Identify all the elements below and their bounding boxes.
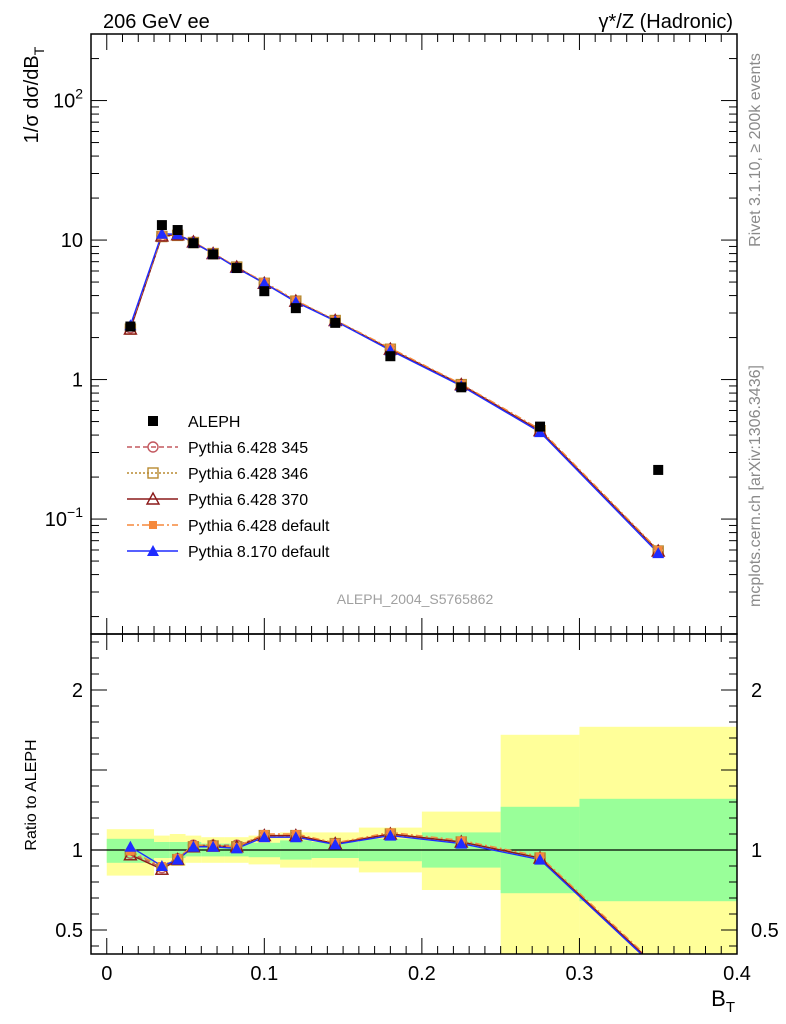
legend-marker [149, 521, 157, 529]
x-tick-label: 0.4 [723, 963, 751, 985]
aleph-data-point [259, 286, 270, 297]
legend-item: ALEPH [148, 414, 240, 431]
y-tick-label: 10 [61, 230, 83, 252]
x-tick-label: 0.1 [250, 963, 278, 985]
point-py8def [155, 227, 168, 239]
aleph-data-point [385, 351, 396, 362]
x-axis-label: BT [711, 986, 735, 1016]
aleph-data-point [125, 321, 136, 332]
energy-label: 206 GeV ee [103, 11, 210, 33]
ratio-point-py8def [455, 837, 468, 849]
aleph-data-point [208, 249, 219, 260]
legend-label: Pythia 6.428 default [188, 518, 330, 535]
ratio-point-py346 [653, 963, 663, 973]
ratio-point-py8def [329, 838, 342, 850]
aleph-data-point [456, 382, 467, 393]
ratio-y-tick-label: 0.5 [55, 920, 83, 942]
ratio-point-py370 [652, 962, 664, 973]
ratio-y-tick-label: 1 [72, 840, 83, 862]
ratio-point-py8def [258, 831, 271, 843]
main-panel: 10−1 1 10 102 ALEPH_2004_S5765862 ALEPH Pyth… [45, 33, 738, 635]
point-py8def [258, 277, 271, 289]
x-tick-label: 0 [101, 963, 112, 985]
ratio-frame [90, 633, 738, 955]
ratio-point-py8def [155, 860, 168, 871]
analysis-label: ALEPH_2004_S5765862 [337, 591, 494, 607]
aleph-data-point [535, 421, 546, 432]
legend-item: Pythia 6.428 346 [127, 466, 308, 483]
legend-marker [148, 416, 158, 426]
x-tick-label: 0.3 [566, 963, 594, 985]
process-label: γ*/Z (Hadronic) [599, 11, 733, 33]
ratio-point-py8def [384, 829, 397, 841]
ratio-y-tick-label-right: 0.5 [751, 920, 779, 942]
ratio-point-py8def [187, 840, 200, 852]
point-py8def [534, 426, 547, 438]
ratio-y-tick-label-right: 2 [751, 680, 762, 702]
y-tick-label: 1 [72, 370, 83, 392]
legend-label: Pythia 6.428 370 [188, 492, 308, 509]
legend-marker [147, 545, 159, 556]
mcplots-label: mcplots.cern.ch [arXiv:1306.3436] [747, 365, 764, 607]
main-ylabel: 1/σ dσ/dBT [21, 46, 47, 143]
ratio-panel: 0.5 0.5 1 1 2 2 0 0.1 0.2 0.3 0.4 [55, 633, 779, 985]
rivet-label: Rivet 3.1.10, ≥ 200k events [747, 53, 764, 247]
aleph-data-point [156, 220, 167, 231]
x-tick-label: 0.2 [408, 963, 436, 985]
ratio-ylabel: Ratio to ALEPH [23, 739, 40, 850]
y-tick-label: 10−1 [45, 504, 83, 531]
aleph-data-point [653, 464, 664, 475]
legend-item: Pythia 6.428 345 [127, 440, 308, 457]
legend-marker [147, 441, 159, 453]
aleph-data-point [330, 317, 341, 328]
legend-label: Pythia 6.428 345 [188, 440, 308, 457]
aleph-data-point [188, 238, 199, 249]
point-py8def [652, 547, 665, 559]
legend-label: ALEPH [188, 414, 240, 431]
legend-label: Pythia 6.428 346 [188, 466, 308, 483]
ratio-point-py345 [653, 963, 663, 973]
legend-item: Pythia 8.170 default [127, 544, 330, 561]
ratio-point-py8def [207, 840, 220, 852]
ratio-y-tick-label-right: 1 [751, 840, 762, 862]
legend-marker [145, 491, 161, 505]
aleph-data-point [290, 303, 301, 314]
ratio-point-py8def [230, 842, 243, 854]
y-tick-label: 102 [53, 86, 83, 113]
aleph-data-point [231, 263, 242, 274]
legend-item: Pythia 6.428 default [127, 518, 330, 535]
ratio-point-py6def [654, 963, 662, 971]
legend-label: Pythia 8.170 default [188, 544, 330, 561]
legend-item: Pythia 6.428 370 [127, 491, 308, 509]
legend: ALEPH Pythia 6.428 345 Pythia 6.428 346 Pyt… [127, 414, 330, 561]
legend-marker [147, 467, 159, 479]
ratio-point-py8def [534, 853, 547, 865]
ratio-point-py8def [652, 964, 664, 975]
ratio-y-tick-label: 2 [72, 680, 83, 702]
ratio-point-py8def [289, 831, 302, 843]
aleph-data-point [172, 225, 183, 236]
ratio-point-py8def [124, 840, 137, 852]
ratio-point-py8def [171, 853, 184, 865]
